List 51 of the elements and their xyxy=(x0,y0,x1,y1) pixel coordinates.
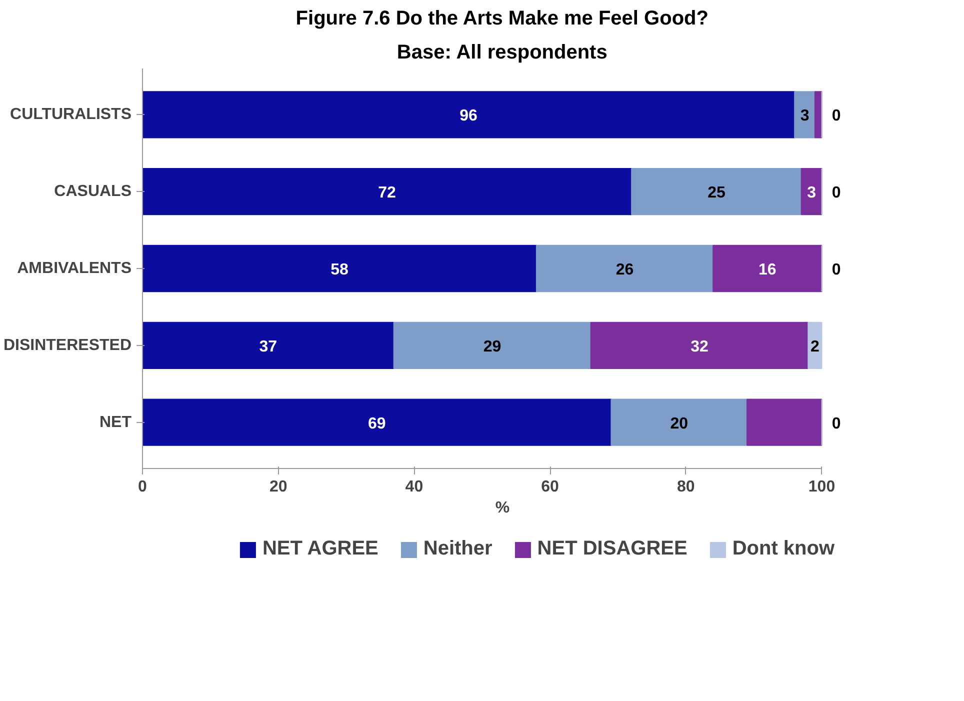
x-tick-label: 40 xyxy=(405,478,424,496)
bar xyxy=(536,244,714,292)
bar xyxy=(800,168,822,216)
data-label: 32 xyxy=(690,338,708,356)
data-label: 69 xyxy=(368,415,386,432)
legend-label: Neither xyxy=(423,538,492,560)
bar xyxy=(794,91,816,138)
bar xyxy=(142,322,394,369)
bar xyxy=(142,398,612,446)
chart-subtitle: Base: All respondents xyxy=(396,42,608,64)
chart-title: Figure 7.6 Do the Arts Make me Feel Good? xyxy=(296,8,708,30)
x-tick-label: 60 xyxy=(541,478,560,496)
bar xyxy=(393,322,592,369)
y-tick-label: AMBIVALENTS xyxy=(17,260,132,277)
data-label: 0 xyxy=(832,108,841,125)
data-label: 96 xyxy=(460,108,478,125)
data-label: 3 xyxy=(807,184,816,202)
data-label: 0 xyxy=(832,415,841,432)
data-label: 25 xyxy=(708,184,726,202)
legend-label: NET DISAGREE xyxy=(537,538,688,560)
legend-label: Dont know xyxy=(732,538,835,560)
data-label: 0 xyxy=(832,184,841,202)
x-tick-label: 100 xyxy=(808,478,836,496)
y-tick-label: DISINTERESTED xyxy=(3,336,132,354)
bar xyxy=(746,398,822,446)
data-label: 3 xyxy=(800,108,810,125)
legend-label: NET AGREE xyxy=(262,538,378,560)
data-label: 29 xyxy=(483,338,502,356)
data-label: 2 xyxy=(810,338,820,356)
data-label: 0 xyxy=(832,262,841,278)
x-tick-label: 20 xyxy=(269,478,288,496)
x-axis-title: % xyxy=(495,500,510,516)
data-label: 72 xyxy=(378,184,396,202)
bar xyxy=(610,398,748,446)
x-tick-label: 80 xyxy=(677,478,695,496)
data-label: 26 xyxy=(616,262,634,278)
bar xyxy=(142,168,632,216)
bar xyxy=(142,91,796,138)
bar xyxy=(631,168,802,216)
bar xyxy=(590,322,809,369)
bar xyxy=(712,244,822,292)
data-label: 58 xyxy=(330,262,348,278)
y-tick-label: NET xyxy=(100,414,132,431)
y-tick-label: CULTURALISTS xyxy=(10,106,132,124)
x-tick-label: 0 xyxy=(138,478,148,496)
bar xyxy=(142,244,537,292)
data-label: 37 xyxy=(259,338,278,356)
y-tick-label: CASUALS xyxy=(54,183,132,200)
data-label: 16 xyxy=(758,262,776,278)
data-label: 20 xyxy=(670,415,688,432)
bar xyxy=(808,322,822,369)
